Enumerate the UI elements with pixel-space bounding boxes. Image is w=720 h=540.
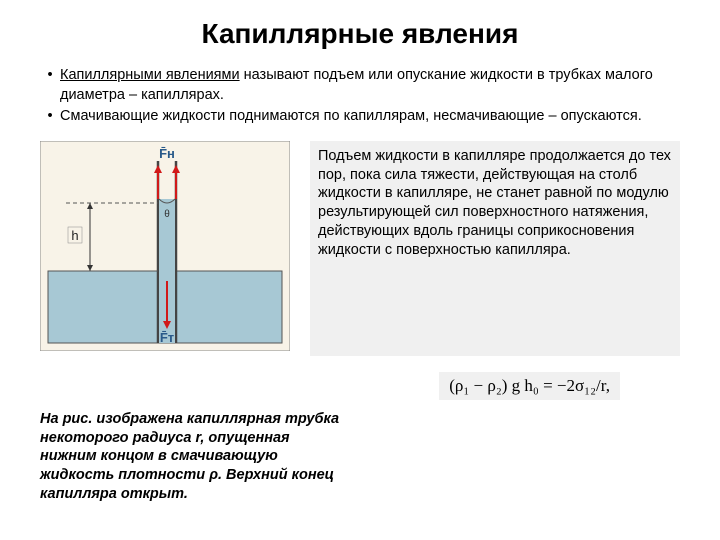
svg-text:h: h	[71, 228, 78, 243]
bullet-marker: •	[40, 107, 60, 127]
capillary-diagram: θ h F̄н F̄т	[40, 141, 290, 351]
formula-block: (ρ₁ − ρ₂) g h₀ = −2σ₁₂/r,	[40, 372, 680, 400]
side-text: Подъем жидкости в капилляре продолжается…	[310, 141, 680, 356]
diagram: θ h F̄н F̄т	[40, 141, 290, 356]
caption: На рис. изображена капиллярная трубка не…	[40, 410, 340, 504]
svg-text:F̄н: F̄н	[159, 146, 175, 161]
bullet-rest: Смачивающие жидкости поднимаются по капи…	[60, 108, 642, 124]
bullet-item: • Капиллярными явлениями называют подъем…	[40, 66, 680, 105]
bullet-text: Смачивающие жидкости поднимаются по капи…	[60, 107, 680, 127]
bullet-marker: •	[40, 66, 60, 105]
bullet-item: • Смачивающие жидкости поднимаются по ка…	[40, 107, 680, 127]
bullet-bold: Капиллярными явлениями	[60, 67, 240, 83]
bullet-list: • Капиллярными явлениями называют подъем…	[40, 66, 680, 127]
page-title: Капиллярные явления	[40, 18, 680, 50]
svg-text:F̄т: F̄т	[160, 330, 174, 345]
formula: (ρ₁ − ρ₂) g h₀ = −2σ₁₂/r,	[439, 372, 620, 400]
content-row: θ h F̄н F̄т Подъем жидкости в капилляре про…	[40, 141, 680, 356]
bullet-text: Капиллярными явлениями называют подъем и…	[60, 66, 680, 105]
svg-text:θ: θ	[164, 209, 170, 220]
